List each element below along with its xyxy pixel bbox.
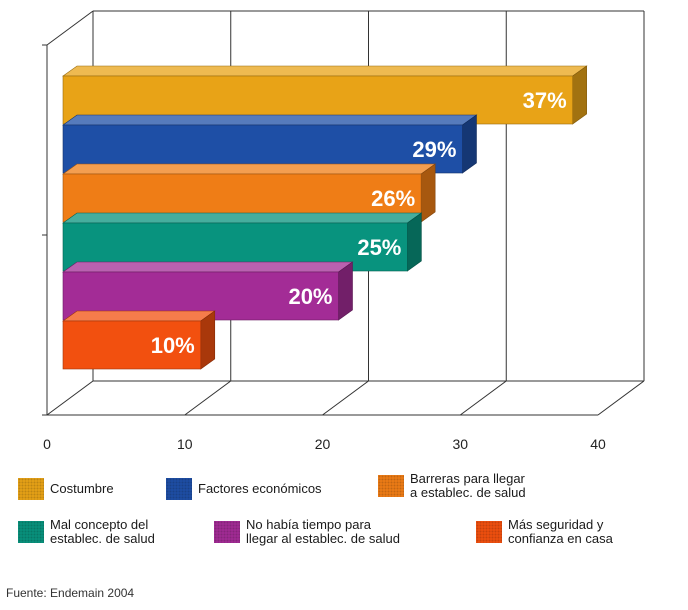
x-tick-label: 10 [177, 436, 193, 452]
legend-swatch [476, 521, 502, 543]
bar-top-face [62, 163, 437, 175]
legend-item-factores-economicos: Factores económicos [166, 478, 322, 500]
bar-front-face [62, 320, 202, 370]
x-tick-label: 0 [43, 436, 51, 452]
legend-item-barreras: Barreras para llegar a establec. de salu… [378, 472, 526, 500]
chart-bars: 37% 29% 26% 25% 20% 10% [62, 65, 588, 370]
bar-top-face [62, 65, 588, 77]
floor-line [184, 380, 232, 416]
floor-line [459, 380, 507, 416]
source-note: Fuente: Endemain 2004 [6, 586, 135, 600]
legend-item-no-habia-tiempo: No había tiempo para llegar al establec.… [214, 518, 400, 546]
bar-top-face [62, 310, 216, 322]
left-wall-top [46, 10, 94, 46]
x-axis-ticks: 0 10 20 30 40 [43, 436, 606, 452]
floor-line [46, 380, 94, 416]
legend-label: Mal concepto del establec. de salud [50, 517, 155, 546]
legend-label: Barreras para llegar a establec. de salu… [410, 471, 526, 500]
bar-top-face [62, 212, 423, 224]
legend-label: Costumbre [50, 481, 114, 496]
x-tick-label: 40 [590, 436, 606, 452]
floor-line [597, 380, 645, 416]
bar-value-label: 25% [357, 235, 401, 260]
bar-value-label: 20% [288, 284, 332, 309]
legend-item-mal-concepto: Mal concepto del establec. de salud [18, 518, 155, 546]
legend-label: No había tiempo para llegar al establec.… [246, 517, 400, 546]
bar-chart: 37% 29% 26% 25% 20% 10% 0 10 20 30 40 [42, 10, 645, 452]
bar-value-label: 29% [412, 137, 456, 162]
bar-value-label: 26% [371, 186, 415, 211]
legend-label: Factores económicos [198, 481, 322, 496]
legend-item-mas-seguridad: Más seguridad y confianza en casa [476, 518, 613, 546]
legend-label: Más seguridad y confianza en casa [508, 517, 613, 546]
bar-side-face [420, 163, 436, 223]
x-tick-label: 20 [315, 436, 331, 452]
bar-side-face [462, 114, 477, 174]
floor-line [322, 380, 369, 416]
bar-side-face [407, 212, 422, 272]
bar-value-label: 37% [523, 88, 567, 113]
bar-value-label: 10% [151, 333, 195, 358]
legend-swatch [18, 478, 44, 500]
legend-swatch [166, 478, 192, 500]
legend-swatch [378, 475, 404, 497]
legend-swatch [214, 521, 240, 543]
bar-top-face [62, 261, 354, 273]
x-tick-label: 30 [452, 436, 468, 452]
bar-side-face [338, 261, 353, 321]
bar-6: 10% [62, 310, 216, 370]
legend-swatch [18, 521, 44, 543]
bar-side-face [200, 310, 216, 370]
bar-side-face [572, 65, 587, 125]
bar-top-face [62, 114, 478, 126]
legend-item-costumbre: Costumbre [18, 478, 114, 500]
